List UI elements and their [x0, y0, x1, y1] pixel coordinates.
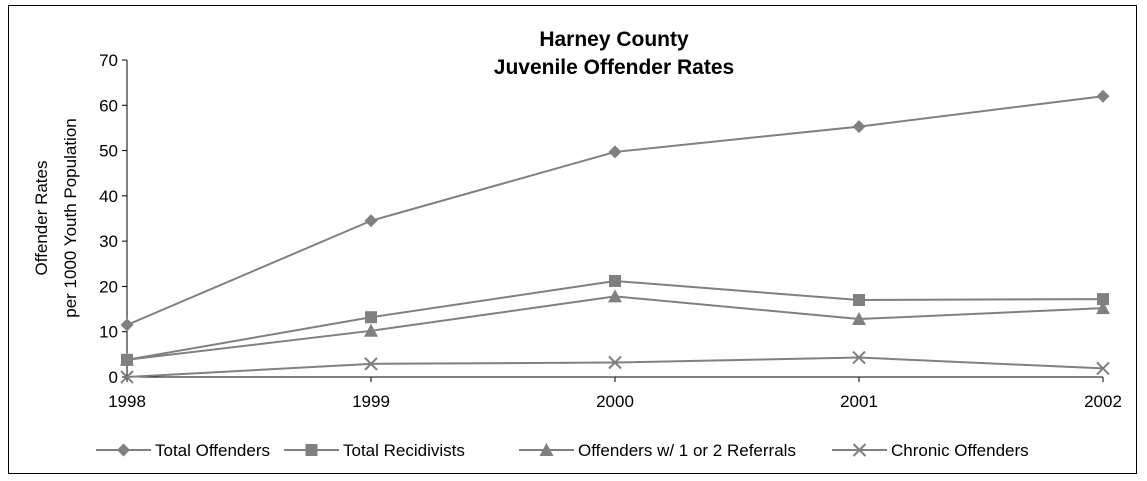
- data-point: [364, 214, 378, 228]
- x-tick-label: 1999: [352, 392, 390, 411]
- series-line: [126, 295, 1104, 361]
- series-1: [120, 89, 1110, 332]
- legend-entry: Chronic Offenders: [832, 441, 1029, 460]
- y-tick-label: 50: [99, 142, 118, 161]
- y-tick-label: 20: [99, 277, 118, 296]
- legend-label: Chronic Offenders: [891, 441, 1029, 460]
- series-2: [121, 274, 1109, 366]
- legend-entry: Total Offenders: [96, 441, 270, 460]
- x-marker-stroke: [852, 350, 866, 365]
- y-tick-label: 10: [99, 323, 118, 342]
- data-point: [120, 370, 134, 384]
- legend-marker: [852, 443, 867, 457]
- data-point: [608, 289, 622, 303]
- y-axis-label-line2: per 1000 Youth Population: [61, 118, 80, 317]
- series-3: [120, 289, 1110, 366]
- data-point: [1097, 293, 1109, 306]
- x-marker-stroke: [364, 357, 378, 371]
- series-4: [120, 350, 1110, 384]
- y-tick-label: 0: [109, 368, 118, 387]
- data-point: [1096, 361, 1110, 376]
- series-line: [126, 356, 1104, 378]
- y-tick-label: 30: [99, 232, 118, 251]
- data-point: [852, 350, 866, 365]
- legend: Total Offenders Total Recidivists Offender…: [96, 441, 1029, 460]
- y-tick-label: 70: [99, 51, 118, 70]
- x-marker-stroke: [1096, 361, 1110, 376]
- x-tick-label: 2001: [840, 392, 878, 411]
- data-point: [608, 145, 622, 159]
- legend-entry: Total Recidivists: [284, 441, 465, 460]
- data-point: [609, 274, 621, 287]
- data-point: [853, 294, 865, 307]
- data-point: [1096, 89, 1110, 103]
- x-tick-label: 2000: [596, 392, 634, 411]
- legend-marker: [305, 444, 318, 456]
- legend-marker: [539, 443, 554, 456]
- legend-entry: Offenders w/ 1 or 2 Referrals: [519, 441, 796, 460]
- legend-label: Total Offenders: [155, 441, 270, 460]
- data-point: [852, 120, 866, 134]
- data-point: [364, 357, 378, 371]
- y-tick-label: 40: [99, 187, 118, 206]
- chart-title-line2: Juvenile Offender Rates: [494, 56, 734, 79]
- data-point: [852, 312, 866, 326]
- legend-marker: [117, 443, 130, 457]
- legend-label: Offenders w/ 1 or 2 Referrals: [578, 441, 796, 460]
- data-point: [364, 323, 378, 337]
- y-axis-label-line1: Offender Rates: [32, 161, 51, 276]
- x-marker-stroke: [120, 370, 134, 384]
- legend-label: Total Recidivists: [343, 441, 465, 460]
- data-point: [608, 355, 622, 370]
- series-layer: [120, 89, 1110, 384]
- data-point: [120, 318, 134, 332]
- x-marker-stroke: [608, 355, 622, 370]
- data-point: [365, 311, 377, 324]
- chart-frame: [8, 5, 1137, 474]
- x-tick-label: 1998: [108, 392, 146, 411]
- data-point: [1096, 301, 1110, 315]
- chart-title-line1: Harney County: [539, 28, 689, 51]
- x-marker-stroke: [852, 443, 867, 457]
- x-tick-label: 2002: [1084, 392, 1122, 411]
- y-tick-label: 60: [99, 96, 118, 115]
- data-point: [120, 352, 134, 366]
